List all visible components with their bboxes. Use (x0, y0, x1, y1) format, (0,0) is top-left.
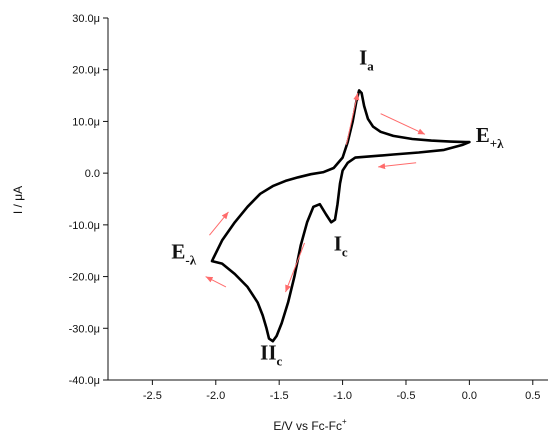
peak-label-main: II (260, 340, 276, 364)
x-tick-label: -0.5 (396, 390, 415, 402)
peak-label-subscript: -λ (185, 252, 196, 267)
x-tick-label: -2.5 (143, 390, 162, 402)
scan-direction-arrows (205, 92, 426, 293)
x-tick-label: -1.5 (270, 390, 289, 402)
peak-label-subscript: a (367, 59, 374, 74)
y-tick-label: 30.0μ (72, 13, 100, 25)
scan-arrow (345, 92, 360, 145)
x-axis-label: E/V vs Fc-Fc+ (273, 417, 347, 433)
x-tick-label: -2.0 (206, 390, 225, 402)
y-tick-label: 10.0μ (72, 116, 100, 128)
y-axis-ticks: 30.0μ 20.0μ 10.0μ 0.0 -10.0μ -20.0μ -30.0μ -40.… (69, 13, 108, 387)
x-tick-label: -1.0 (333, 390, 352, 402)
x-axis-label-superscript: + (342, 417, 347, 426)
peak-label-main: E (171, 239, 185, 263)
scan-arrow (378, 162, 417, 170)
scan-arrow (285, 242, 306, 293)
y-tick-label: 0.0 (85, 168, 100, 180)
peak-label-main: I (359, 46, 367, 70)
peak-label: IIc (260, 340, 282, 368)
y-tick-label: -10.0μ (69, 220, 100, 232)
y-tick-label: -40.0μ (69, 375, 100, 387)
cv-curve-layer (210, 89, 471, 343)
y-axis-label: I / μA (11, 186, 25, 214)
x-axis-ticks: -2.5 -2.0 -1.5 -1.0 -0.5 0.0 0.5 (143, 380, 540, 402)
peak-label-subscript: +λ (490, 136, 504, 151)
x-tick-label: 0.5 (525, 390, 540, 402)
x-tick-label: 0.0 (462, 390, 477, 402)
peak-label-main: I (334, 232, 342, 256)
scan-arrow (380, 113, 426, 135)
peak-label: E-λ (171, 239, 196, 267)
scan-arrow (209, 211, 229, 236)
peak-label: Ia (359, 46, 374, 74)
y-tick-label: 20.0μ (72, 65, 100, 77)
x-axis-label-text: E/V vs Fc-Fc (273, 419, 342, 433)
peak-label-subscript: c (277, 353, 283, 368)
peak-label-subscript: c (342, 245, 348, 260)
scan-arrow (205, 276, 227, 288)
peak-label: E+λ (476, 123, 504, 151)
y-tick-label: -20.0μ (69, 272, 100, 284)
peak-label-main: E (476, 123, 490, 147)
cv-curve-line (210, 89, 471, 343)
plot-frame (107, 18, 548, 381)
peak-label: Ic (334, 232, 348, 260)
y-tick-label: -30.0μ (69, 323, 100, 335)
